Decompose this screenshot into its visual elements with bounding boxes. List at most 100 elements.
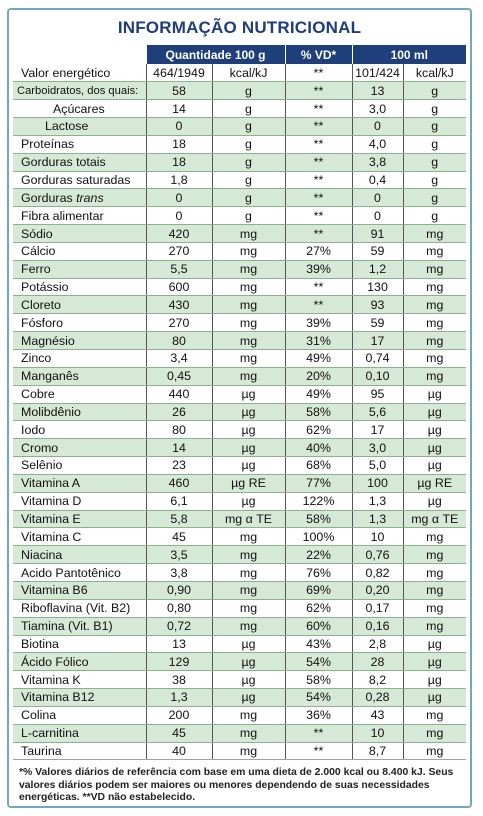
- qty-100ml-value: 13: [352, 81, 404, 101]
- qty-100g-unit: mg: [211, 224, 285, 243]
- qty-100g-value: 200: [146, 706, 212, 725]
- nutrient-name-text: Vitamina D: [21, 494, 82, 509]
- nutrient-name: Vitamina D: [13, 492, 147, 511]
- qty-100ml-unit: mg: [402, 742, 467, 761]
- qty-100ml-value: 0,4: [352, 171, 404, 190]
- qty-100g-value: 440: [146, 385, 212, 404]
- nutrient-name: Vitamina C: [13, 527, 147, 547]
- daily-value-percent: 20%: [284, 367, 353, 386]
- qty-100ml-unit: g: [402, 117, 467, 136]
- qty-100g-unit: mg: [211, 260, 285, 279]
- qty-100ml-value: 3,0: [352, 99, 404, 119]
- nutrient-name: Valor energético: [13, 64, 147, 83]
- nutrient-name-text: Vitamina B6: [21, 583, 88, 598]
- qty-100g-unit: g: [211, 99, 285, 119]
- table-body: Valor energético 464/1949 kcal/kJ ** 101/424…: [13, 64, 467, 761]
- nutrient-name-text: Sódio: [21, 226, 53, 241]
- header-blank: [13, 45, 146, 64]
- qty-100ml-value: 10: [352, 724, 404, 743]
- daily-value-percent: 62%: [284, 599, 353, 618]
- daily-value-percent: **: [284, 171, 353, 190]
- daily-value-percent: **: [284, 153, 353, 172]
- nutrient-name-text: L-carnitina: [21, 726, 79, 741]
- qty-100g-unit: mg: [211, 706, 285, 725]
- qty-100g-value: 6,1: [146, 492, 212, 511]
- qty-100g-unit: µg RE: [211, 474, 285, 493]
- qty-100g-value: 0: [146, 117, 212, 136]
- nutrient-name-text: Carboidratos, dos quais:: [17, 84, 139, 97]
- nutrient-name-text: Proteínas: [21, 137, 75, 152]
- qty-100ml-value: 0,10: [352, 367, 404, 386]
- nutrient-name: Fibra alimentar: [13, 206, 147, 226]
- table-row: Vitamina E 5,8 mg α TE 58% 1,3 mg α TE: [13, 510, 467, 529]
- qty-100g-unit: g: [211, 117, 285, 136]
- nutrient-name-text: Manganês: [21, 369, 79, 384]
- qty-100g-unit: µg: [211, 385, 285, 404]
- qty-100g-unit: g: [211, 153, 285, 172]
- qty-100g-value: 5,5: [146, 260, 212, 279]
- nutrient-name: Molibdênio: [13, 403, 147, 422]
- qty-100ml-unit: mg: [402, 349, 467, 368]
- qty-100ml-value: 0,74: [352, 349, 404, 368]
- table-row: Colina 200 mg 36% 43 mg: [13, 706, 467, 725]
- qty-100ml-unit: mg α TE: [402, 510, 467, 529]
- nutrient-name-text: Valor energético: [21, 65, 111, 80]
- qty-100ml-value: 59: [352, 313, 404, 333]
- table-row: Biotina 13 µg 43% 2,8 µg: [13, 635, 467, 654]
- nutrient-name-text: Fósforo: [21, 315, 64, 330]
- qty-100g-unit: mg: [211, 581, 285, 600]
- nutrient-name-text: Cálcio: [21, 244, 56, 259]
- qty-100g-unit: mg α TE: [211, 510, 285, 529]
- nutrient-name-text: Vitamina A: [21, 476, 81, 491]
- qty-100g-value: 14: [146, 438, 212, 458]
- qty-100g-unit: g: [211, 188, 285, 208]
- daily-value-percent: 77%: [284, 474, 353, 493]
- qty-100g-unit: mg: [211, 313, 285, 333]
- qty-100ml-unit: µg: [402, 456, 467, 475]
- qty-100ml-unit: mg: [402, 331, 467, 350]
- table-row: Acido Pantotênico 3,8 mg 76% 0,82 mg: [13, 563, 467, 582]
- nutrient-name: Sódio: [13, 224, 147, 243]
- table-row: Iodo 80 µg 62% 17 µg: [13, 420, 467, 440]
- qty-100g-value: 0,90: [146, 581, 212, 600]
- qty-100g-value: 80: [146, 331, 212, 350]
- qty-100g-value: 0,72: [146, 617, 212, 636]
- qty-100ml-unit: µg: [402, 438, 467, 458]
- qty-100ml-value: 0: [352, 206, 404, 226]
- table-row: Carboidratos, dos quais: 58 g ** 13 g: [13, 81, 467, 101]
- daily-value-percent: **: [284, 742, 353, 761]
- nutrient-name: Manganês: [13, 367, 147, 386]
- qty-100g-unit: µg: [211, 403, 285, 422]
- qty-100g-unit: µg: [211, 635, 285, 654]
- qty-100ml-unit: mg: [402, 599, 467, 618]
- nutrient-name-text: Cromo: [21, 440, 59, 455]
- qty-100ml-unit: g: [402, 99, 467, 119]
- nutrient-name-text: Iodo: [21, 422, 46, 437]
- nutrient-name: Cromo: [13, 438, 147, 458]
- qty-100g-value: 270: [146, 242, 212, 261]
- nutrient-name-text: Ferro: [21, 262, 51, 277]
- table-row: Vitamina K 38 µg 58% 8,2 µg: [13, 670, 467, 690]
- nutrient-name: Colina: [13, 706, 147, 725]
- qty-100g-value: 26: [146, 403, 212, 422]
- table-row: Zinco 3,4 mg 49% 0,74 mg: [13, 349, 467, 368]
- nutrient-name: Tiamina (Vit. B1): [13, 617, 147, 636]
- nutrient-name: Vitamina K: [13, 670, 147, 690]
- nutrient-name: Vitamina A: [13, 474, 147, 493]
- daily-value-percent: 54%: [284, 688, 353, 707]
- qty-100ml-unit: mg: [402, 295, 467, 315]
- qty-100g-value: 18: [146, 135, 212, 154]
- qty-100g-value: 45: [146, 724, 212, 743]
- qty-100g-value: 270: [146, 313, 212, 333]
- qty-100ml-value: 43: [352, 706, 404, 725]
- qty-100g-value: 129: [146, 652, 212, 672]
- qty-100g-unit: g: [211, 135, 285, 154]
- qty-100ml-unit: kcal/kJ: [402, 64, 467, 83]
- table-row: Niacina 3,5 mg 22% 0,76 mg: [13, 545, 467, 565]
- daily-value-percent: **: [284, 188, 353, 208]
- table-header-row: Quantidade 100 g % VD* 100 ml: [13, 45, 467, 64]
- daily-value-percent: 22%: [284, 545, 353, 565]
- qty-100g-value: 23: [146, 456, 212, 475]
- nutrient-name: Biotina: [13, 635, 147, 654]
- qty-100g-unit: mg: [211, 724, 285, 743]
